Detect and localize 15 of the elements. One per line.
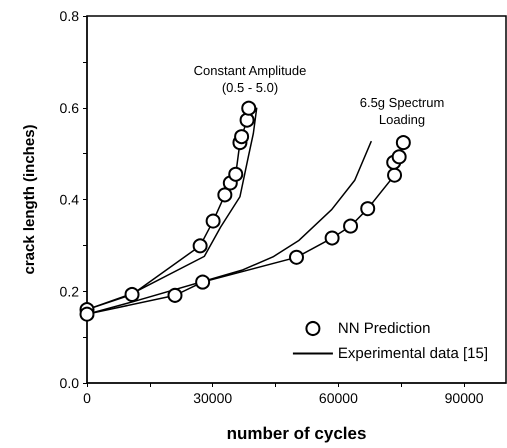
x-axis-title: number of cycles [226,424,366,443]
annotation: Constant Amplitude (0.5 - 5.0) [194,63,306,95]
y-axis-title: crack length (inches) [21,124,38,275]
x-tick-label: 30000 [193,390,232,406]
legend-label: NN Prediction [338,320,430,337]
y-tick-label: 0.2 [60,283,80,300]
x-tick-label: 0 [83,390,92,406]
y-tick-label: 0.4 [60,192,80,208]
annotation: 6.5g Spectrum Loading [360,95,444,127]
x-tick-label: 60000 [318,390,358,406]
y-tick-label: 0.8 [60,8,80,24]
y-tick-label: 0.6 [60,100,80,116]
y-tick-label: 0.0 [60,375,80,391]
x-tick-label: 90000 [444,390,484,406]
legend-label: Experimental data [15] [338,345,488,362]
